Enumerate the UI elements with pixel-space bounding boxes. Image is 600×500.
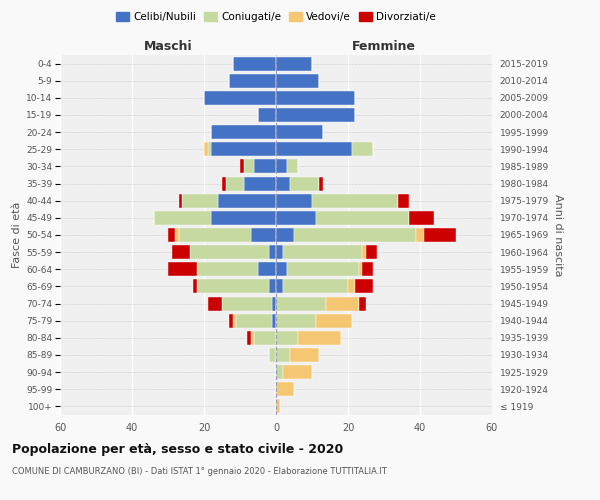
Bar — [283, 365, 312, 379]
Bar — [359, 296, 366, 310]
Bar — [283, 280, 348, 293]
Bar — [362, 245, 366, 259]
Bar — [258, 108, 276, 122]
Bar — [197, 262, 258, 276]
Bar — [355, 280, 373, 293]
Bar — [276, 125, 323, 139]
Bar — [204, 91, 276, 105]
Bar — [276, 194, 312, 207]
Bar — [316, 314, 352, 328]
Bar — [348, 280, 355, 293]
Bar — [366, 245, 377, 259]
Bar — [272, 314, 276, 328]
Bar — [276, 108, 355, 122]
Bar — [276, 176, 290, 190]
Bar — [179, 228, 251, 242]
Bar — [359, 262, 362, 276]
Bar — [175, 228, 179, 242]
Bar — [244, 176, 276, 190]
Bar — [208, 296, 222, 310]
Text: Maschi: Maschi — [143, 40, 193, 54]
Bar — [276, 314, 316, 328]
Y-axis label: Anni di nascita: Anni di nascita — [553, 194, 563, 276]
Bar — [182, 194, 218, 207]
Bar — [276, 56, 312, 70]
Bar — [247, 331, 251, 345]
Legend: Celibi/Nubili, Coniugati/e, Vedovi/e, Divorziati/e: Celibi/Nubili, Coniugati/e, Vedovi/e, Di… — [112, 8, 440, 26]
Bar — [276, 296, 326, 310]
Bar — [290, 348, 319, 362]
Bar — [276, 74, 319, 88]
Bar — [276, 160, 287, 173]
Bar — [236, 314, 272, 328]
Bar — [416, 228, 424, 242]
Text: COMUNE DI CAMBURZANO (BI) - Dati ISTAT 1° gennaio 2020 - Elaborazione TUTTITALIA: COMUNE DI CAMBURZANO (BI) - Dati ISTAT 1… — [12, 468, 387, 476]
Bar — [211, 142, 276, 156]
Bar — [168, 228, 175, 242]
Bar — [197, 280, 269, 293]
Y-axis label: Fasce di età: Fasce di età — [12, 202, 22, 268]
Bar — [287, 262, 359, 276]
Bar — [276, 142, 352, 156]
Bar — [276, 91, 355, 105]
Bar — [269, 245, 276, 259]
Bar — [276, 365, 283, 379]
Bar — [229, 314, 233, 328]
Bar — [251, 228, 276, 242]
Bar — [258, 262, 276, 276]
Bar — [276, 382, 294, 396]
Bar — [193, 280, 197, 293]
Bar — [287, 160, 298, 173]
Bar — [222, 296, 272, 310]
Bar — [233, 56, 276, 70]
Bar — [276, 348, 290, 362]
Bar — [276, 211, 316, 225]
Bar — [276, 262, 287, 276]
Bar — [362, 262, 373, 276]
Bar — [211, 211, 276, 225]
Bar — [226, 176, 244, 190]
Bar — [229, 74, 276, 88]
Bar — [316, 211, 409, 225]
Bar — [294, 228, 416, 242]
Text: Popolazione per età, sesso e stato civile - 2020: Popolazione per età, sesso e stato civil… — [12, 442, 343, 456]
Text: Femmine: Femmine — [352, 40, 416, 54]
Bar — [298, 331, 341, 345]
Bar — [276, 228, 294, 242]
Bar — [283, 245, 362, 259]
Bar — [172, 245, 190, 259]
Bar — [251, 331, 254, 345]
Bar — [272, 296, 276, 310]
Bar — [276, 245, 283, 259]
Bar — [244, 160, 254, 173]
Bar — [233, 314, 236, 328]
Bar — [168, 262, 197, 276]
Bar — [276, 331, 298, 345]
Bar — [154, 211, 211, 225]
Bar — [254, 331, 276, 345]
Bar — [312, 194, 398, 207]
Bar — [290, 176, 319, 190]
Bar — [326, 296, 359, 310]
Bar — [254, 160, 276, 173]
Bar — [398, 194, 409, 207]
Bar — [352, 142, 373, 156]
Bar — [218, 194, 276, 207]
Bar — [240, 160, 244, 173]
Bar — [179, 194, 182, 207]
Bar — [211, 125, 276, 139]
Bar — [222, 176, 226, 190]
Bar — [276, 280, 283, 293]
Bar — [424, 228, 456, 242]
Bar — [269, 348, 276, 362]
Bar — [409, 211, 434, 225]
Bar — [269, 280, 276, 293]
Bar — [319, 176, 323, 190]
Bar — [190, 245, 269, 259]
Bar — [208, 142, 211, 156]
Bar — [276, 400, 280, 413]
Bar — [204, 142, 208, 156]
